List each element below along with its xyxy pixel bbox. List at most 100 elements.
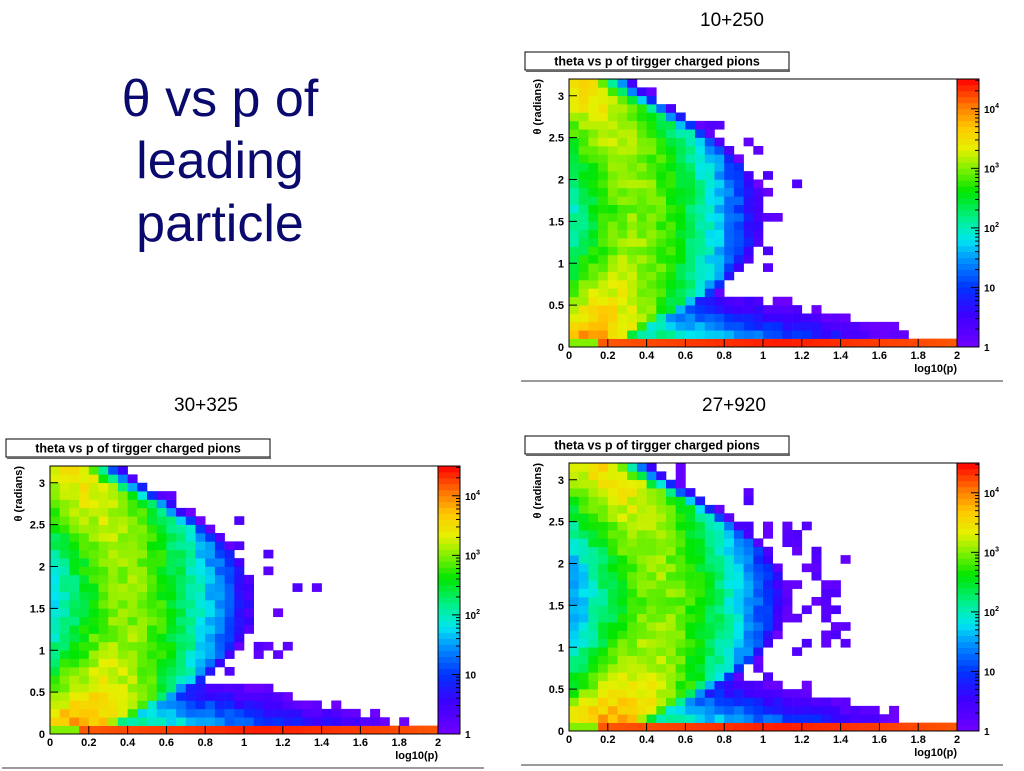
heatmap-cell — [627, 137, 638, 147]
heatmap-cell — [244, 725, 254, 735]
heatmap-cell — [704, 622, 715, 631]
heatmap-cell — [607, 580, 618, 589]
heatmap-cell — [850, 330, 861, 339]
heatmap-cell — [646, 521, 657, 531]
heatmap-cell — [782, 705, 793, 715]
heatmap-cell — [792, 714, 803, 723]
heatmap-cell — [753, 680, 764, 690]
heatmap-cell — [714, 530, 725, 539]
heatmap-cell — [753, 146, 764, 155]
heatmap-cell — [98, 658, 109, 668]
x-tick-label: 0.8 — [717, 350, 732, 362]
color-bar-segment — [957, 335, 979, 342]
color-bar-segment — [957, 665, 979, 672]
color-bar-segment — [957, 305, 979, 312]
heatmap-cell — [636, 271, 647, 281]
heatmap-cell — [753, 597, 764, 606]
heatmap-cell — [244, 625, 254, 634]
heatmap-cell — [666, 187, 676, 197]
heatmap-cell — [79, 658, 90, 668]
chart-caption-1: 10+250 — [700, 10, 764, 31]
heatmap-cell — [156, 574, 167, 584]
heatmap-cell — [578, 120, 589, 130]
heatmap-cell — [59, 658, 70, 668]
heatmap-cell — [578, 162, 589, 172]
heatmap-cell — [117, 658, 128, 668]
heatmap-cell — [636, 463, 647, 472]
heatmap-cell — [714, 504, 725, 514]
heatmap-cell — [666, 112, 676, 122]
heatmap-cell — [617, 571, 628, 581]
heatmap-cell — [656, 705, 667, 715]
heatmap-cell — [627, 530, 638, 539]
heatmap-cell — [127, 482, 138, 492]
heatmap-cell — [156, 717, 167, 726]
color-bar-segment — [957, 96, 979, 104]
heatmap-cell — [656, 479, 667, 489]
heatmap-cell — [763, 330, 773, 339]
color-bar-segment — [957, 293, 979, 300]
heatmap-cell — [234, 725, 245, 735]
heatmap-cell — [69, 675, 80, 685]
heatmap-cell — [569, 664, 579, 673]
heatmap-cell — [88, 633, 99, 643]
heatmap-cell — [147, 633, 157, 643]
heatmap-cell — [79, 591, 90, 601]
heatmap-cell — [185, 608, 196, 618]
heatmap-cell — [743, 705, 754, 715]
heatmap-cell — [263, 683, 274, 693]
heatmap-cell — [224, 549, 235, 559]
heatmap-cell — [321, 725, 332, 735]
heatmap-cell — [234, 641, 245, 651]
heatmap-cell — [685, 254, 696, 264]
heatmap-cell — [176, 566, 187, 576]
x-tick-label: 0.8 — [717, 734, 732, 746]
heatmap-cell — [675, 137, 686, 147]
heatmap-cell — [578, 146, 589, 155]
heatmap-cell — [627, 162, 638, 172]
heatmap-cell — [108, 658, 119, 668]
color-bar-segment — [438, 650, 460, 657]
heatmap-cell — [733, 179, 744, 189]
heatmap-cell — [127, 725, 138, 735]
heatmap-cell — [311, 725, 322, 735]
heatmap-cell — [205, 549, 216, 559]
heatmap-cell — [98, 608, 109, 618]
heatmap-cell — [617, 563, 628, 573]
heatmap-cell — [205, 725, 216, 735]
heatmap-cell — [801, 722, 812, 732]
heatmap-cell — [685, 305, 696, 314]
heatmap-cell — [666, 154, 676, 164]
heatmap-cell — [127, 633, 138, 643]
heatmap-cell — [695, 313, 706, 323]
heatmap-cell — [753, 664, 764, 673]
color-bar-segment — [957, 582, 979, 589]
heatmap-cell — [598, 647, 609, 656]
heatmap-cell — [195, 633, 206, 643]
heatmap-cell — [763, 530, 773, 539]
heatmap-cell — [704, 638, 715, 648]
color-bar-segment — [438, 698, 460, 705]
heatmap-cell — [811, 338, 822, 348]
heatmap-cell — [666, 213, 676, 222]
heatmap-cell — [117, 667, 128, 676]
heatmap-cell — [666, 613, 676, 623]
heatmap-cell — [617, 689, 628, 698]
heatmap-cell — [108, 524, 119, 534]
heatmap-cell — [108, 466, 119, 475]
heatmap-cell — [408, 725, 419, 735]
heatmap-cell — [598, 555, 609, 564]
heatmap-cell — [88, 625, 99, 634]
heatmap-cell — [617, 471, 628, 481]
heatmap-cell — [147, 507, 157, 517]
heatmap-cell — [79, 641, 90, 651]
color-bar-segment — [438, 489, 460, 497]
heatmap-cell — [588, 246, 599, 256]
heatmap-cell — [704, 555, 715, 564]
x-tick-label: 2 — [954, 350, 960, 362]
heatmap-cell — [646, 613, 657, 623]
heatmap-cell — [185, 633, 196, 643]
heatmap-cell — [869, 705, 880, 715]
heatmap-cell — [588, 321, 599, 331]
heatmap-cell — [753, 705, 764, 715]
